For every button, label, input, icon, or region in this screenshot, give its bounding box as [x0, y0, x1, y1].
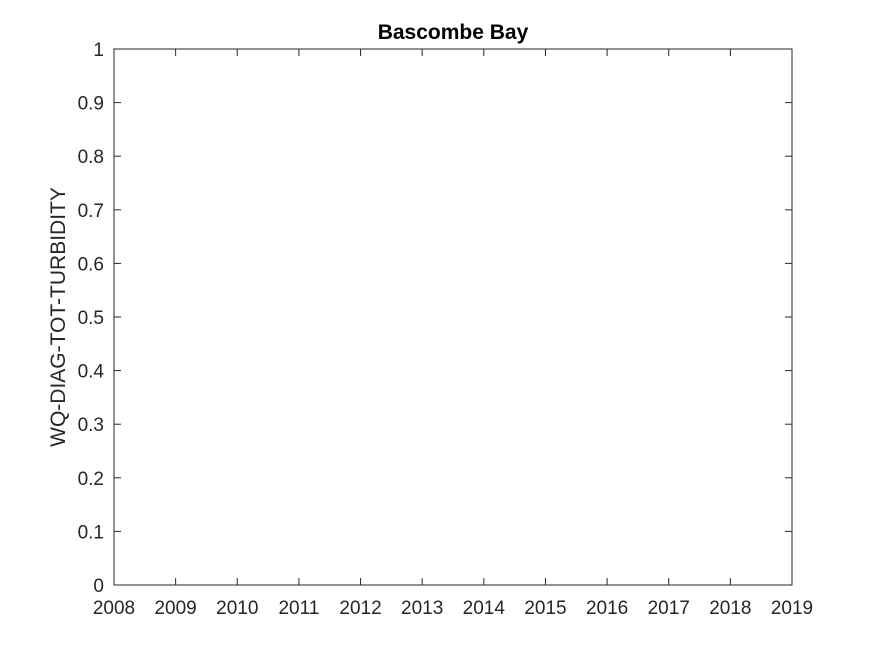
- x-tick-label: 2018: [709, 598, 751, 619]
- plot-frame: [113, 48, 793, 586]
- x-tick-labels: 2008 2009 2010 2011 2012 2013 2014 2015 2016 2017…: [93, 598, 813, 619]
- y-tick-label: 0.1: [78, 522, 104, 543]
- y-tick-label: 0.6: [78, 254, 104, 275]
- x-tick-label: 2010: [216, 598, 258, 619]
- y-tick-label: 0.9: [78, 94, 104, 115]
- x-tick-label: 2008: [93, 598, 135, 619]
- x-tick-label: 2009: [154, 598, 196, 619]
- x-tick-label: 2016: [586, 598, 628, 619]
- y-tick-label: 0.5: [78, 308, 104, 329]
- y-tick-label: 0: [93, 576, 104, 597]
- x-tick-label: 2013: [401, 598, 443, 619]
- plot-background: [114, 49, 792, 585]
- y-tick-label: 0.8: [78, 147, 104, 168]
- x-tick-label: 2015: [524, 598, 566, 619]
- y-axis-label: WQ-DIAG-TOT-TURBIDITY: [47, 187, 70, 447]
- x-tick-label: 2011: [278, 598, 319, 619]
- x-tick-label: 2012: [339, 598, 381, 619]
- y-tick-label: 1: [93, 40, 104, 61]
- y-tick-label: 0.4: [78, 362, 105, 383]
- y-tick-label: 0.3: [78, 415, 104, 436]
- x-tick-label: 2014: [463, 598, 506, 619]
- y-tick-label: 0.2: [78, 469, 104, 490]
- y-tick-labels: 0 0.1 0.2 0.3 0.4 0.5 0.6 0.7 0.8 0.9 1: [78, 40, 105, 597]
- chart-title: Bascombe Bay: [378, 21, 529, 44]
- x-tick-label: 2017: [648, 598, 690, 619]
- x-tick-label: 2019: [771, 598, 813, 619]
- y-tick-label: 0.7: [78, 201, 104, 222]
